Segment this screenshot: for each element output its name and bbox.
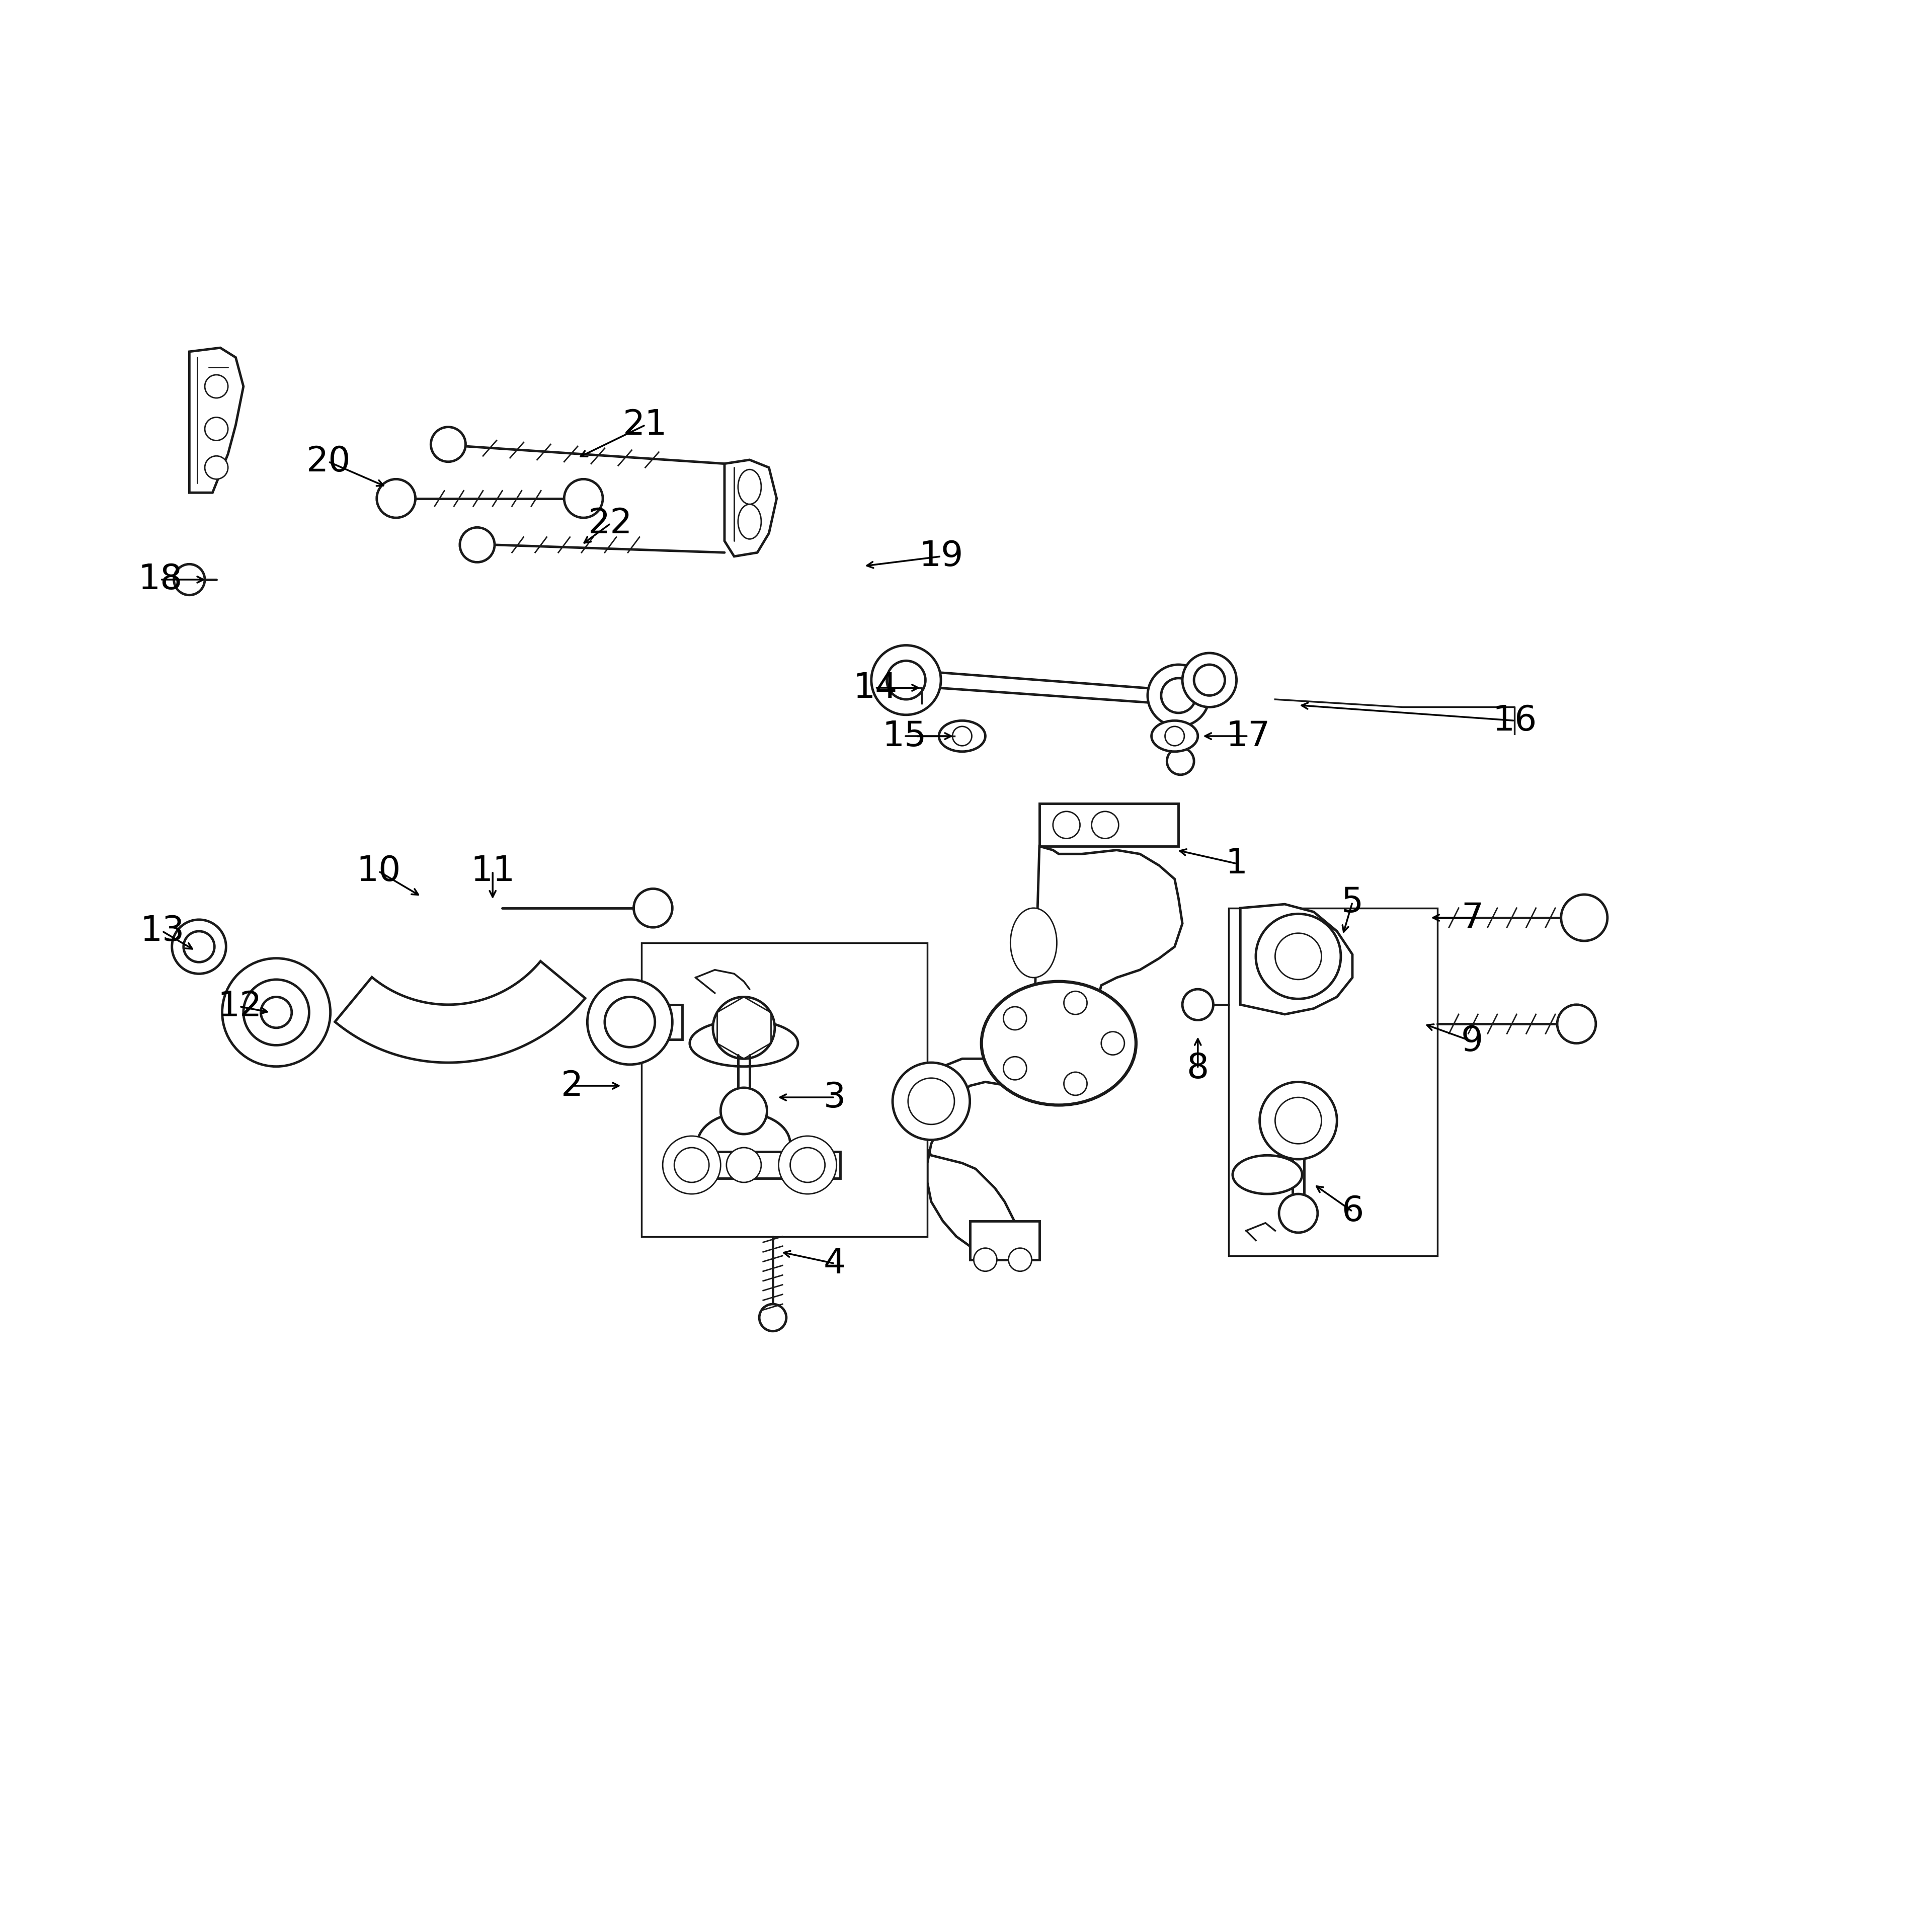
Ellipse shape: [1010, 908, 1057, 978]
Polygon shape: [1240, 904, 1352, 1014]
Text: 12: 12: [216, 989, 263, 1024]
Polygon shape: [725, 460, 777, 556]
Text: 16: 16: [1492, 703, 1538, 738]
Text: 9: 9: [1461, 1024, 1484, 1059]
Circle shape: [460, 527, 495, 562]
Text: 15: 15: [881, 719, 927, 753]
Circle shape: [377, 479, 415, 518]
Circle shape: [790, 1148, 825, 1182]
Circle shape: [726, 1148, 761, 1182]
Polygon shape: [920, 846, 1182, 1252]
Circle shape: [1053, 811, 1080, 838]
Text: 2: 2: [560, 1068, 583, 1103]
Circle shape: [1561, 895, 1607, 941]
Circle shape: [887, 661, 925, 699]
Circle shape: [674, 1148, 709, 1182]
Ellipse shape: [981, 981, 1136, 1105]
Ellipse shape: [690, 1020, 798, 1066]
Circle shape: [1275, 933, 1321, 980]
Text: 10: 10: [355, 854, 402, 889]
Circle shape: [1275, 1097, 1321, 1144]
Text: 22: 22: [587, 506, 634, 541]
Bar: [1039, 804, 1179, 846]
Text: 18: 18: [137, 562, 184, 597]
Ellipse shape: [697, 1113, 790, 1175]
Text: 5: 5: [1341, 885, 1364, 920]
Ellipse shape: [1151, 721, 1198, 752]
Text: 1: 1: [1225, 846, 1248, 881]
Circle shape: [243, 980, 309, 1045]
Bar: [641, 943, 927, 1236]
Bar: [970, 1221, 1039, 1260]
Text: 6: 6: [1341, 1194, 1364, 1229]
Circle shape: [587, 980, 672, 1065]
Bar: [667, 1151, 840, 1179]
Circle shape: [564, 479, 603, 518]
Circle shape: [1092, 811, 1119, 838]
Circle shape: [908, 1078, 954, 1124]
Circle shape: [431, 427, 466, 462]
Text: 4: 4: [823, 1246, 846, 1281]
Circle shape: [1101, 1032, 1124, 1055]
Circle shape: [974, 1248, 997, 1271]
Bar: [1229, 908, 1437, 1256]
Circle shape: [759, 1304, 786, 1331]
Circle shape: [1165, 726, 1184, 746]
Ellipse shape: [738, 469, 761, 504]
Circle shape: [871, 645, 941, 715]
Text: 7: 7: [1461, 900, 1484, 935]
Text: 13: 13: [139, 914, 185, 949]
Circle shape: [721, 1088, 767, 1134]
Circle shape: [634, 889, 672, 927]
Ellipse shape: [738, 504, 761, 539]
Circle shape: [205, 456, 228, 479]
Circle shape: [205, 417, 228, 440]
Text: 14: 14: [852, 670, 898, 705]
Circle shape: [1260, 1082, 1337, 1159]
Circle shape: [174, 564, 205, 595]
Ellipse shape: [1233, 1155, 1302, 1194]
Text: 19: 19: [918, 539, 964, 574]
Circle shape: [1194, 665, 1225, 696]
Circle shape: [1182, 653, 1236, 707]
Text: 11: 11: [471, 854, 514, 889]
Circle shape: [952, 726, 972, 746]
Circle shape: [1003, 1007, 1026, 1030]
Circle shape: [184, 931, 214, 962]
Circle shape: [893, 1063, 970, 1140]
Circle shape: [605, 997, 655, 1047]
Circle shape: [222, 958, 330, 1066]
Text: 17: 17: [1225, 719, 1271, 753]
Text: 3: 3: [823, 1080, 846, 1115]
Text: 21: 21: [622, 408, 668, 442]
Polygon shape: [189, 348, 243, 493]
Text: 8: 8: [1186, 1051, 1209, 1086]
Circle shape: [1065, 991, 1088, 1014]
Bar: [647, 1005, 682, 1039]
Circle shape: [1167, 748, 1194, 775]
Circle shape: [1148, 665, 1209, 726]
Circle shape: [1557, 1005, 1596, 1043]
Circle shape: [1003, 1057, 1026, 1080]
Circle shape: [1279, 1194, 1318, 1233]
Circle shape: [779, 1136, 837, 1194]
Circle shape: [713, 997, 775, 1059]
Circle shape: [1256, 914, 1341, 999]
Circle shape: [1182, 989, 1213, 1020]
Circle shape: [261, 997, 292, 1028]
Circle shape: [205, 375, 228, 398]
Circle shape: [1009, 1248, 1032, 1271]
Text: 20: 20: [305, 444, 352, 479]
Circle shape: [1065, 1072, 1088, 1095]
Circle shape: [663, 1136, 721, 1194]
Ellipse shape: [939, 721, 985, 752]
Circle shape: [172, 920, 226, 974]
Circle shape: [1161, 678, 1196, 713]
Polygon shape: [334, 962, 585, 1063]
